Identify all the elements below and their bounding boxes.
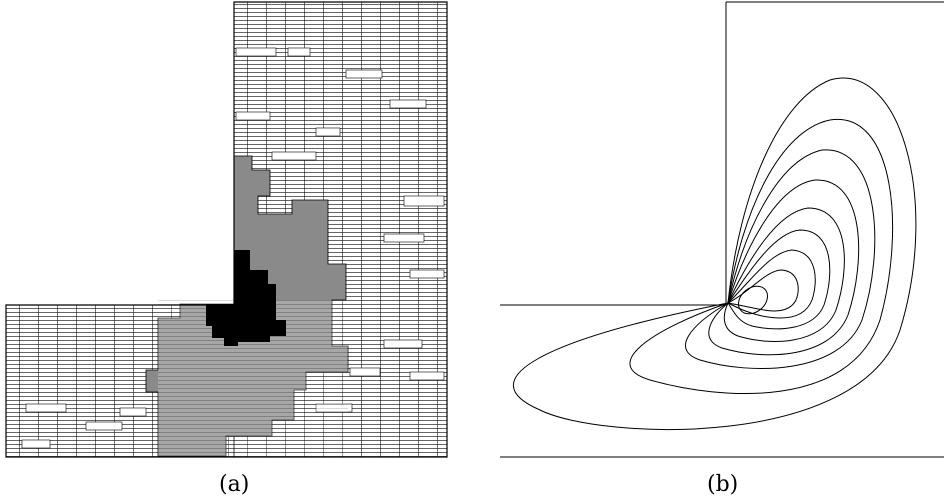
panel-b-contours <box>500 1 944 458</box>
panel-a-caption: (a) <box>219 472 250 497</box>
panel-b-caption: (b) <box>707 472 739 497</box>
contour-line <box>685 149 876 370</box>
contour-line <box>723 207 845 342</box>
contour-line <box>629 119 894 395</box>
contour-line <box>708 179 860 356</box>
contour-domain-outline <box>500 1 944 458</box>
mesh-finest-region <box>206 250 286 346</box>
contour-line <box>738 285 768 315</box>
contour-line <box>726 269 799 312</box>
panel-a-mesh <box>5 1 448 458</box>
mesh-domain-outline <box>5 1 448 458</box>
contour-line <box>727 229 831 330</box>
contour-line <box>512 77 917 431</box>
